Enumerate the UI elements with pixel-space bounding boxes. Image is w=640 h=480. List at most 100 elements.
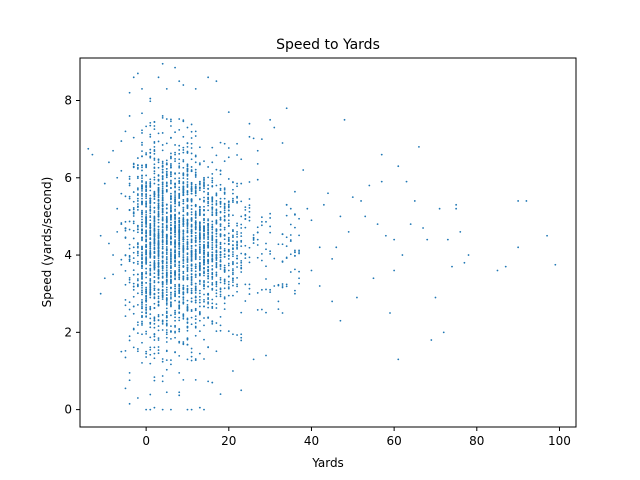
scatter-point bbox=[182, 214, 185, 217]
scatter-point bbox=[198, 269, 201, 272]
scatter-point bbox=[157, 215, 160, 217]
scatter-point bbox=[215, 192, 218, 195]
scatter-point bbox=[240, 389, 243, 392]
scatter-point bbox=[165, 246, 168, 248]
scatter-point bbox=[153, 159, 156, 161]
scatter-point bbox=[186, 343, 189, 346]
scatter-point bbox=[145, 197, 148, 200]
scatter-point bbox=[418, 145, 420, 148]
scatter-point bbox=[157, 235, 160, 238]
scatter-point bbox=[227, 287, 230, 290]
scatter-point bbox=[198, 208, 201, 211]
scatter-point bbox=[174, 233, 176, 236]
scatter-point bbox=[223, 268, 226, 271]
scatter-point bbox=[240, 311, 243, 314]
scatter-point bbox=[302, 169, 305, 171]
scatter-point bbox=[153, 224, 156, 227]
scatter-point bbox=[186, 205, 189, 208]
scatter-point bbox=[149, 222, 152, 225]
scatter-point bbox=[186, 278, 189, 281]
scatter-point bbox=[153, 176, 156, 179]
scatter-point bbox=[265, 311, 267, 314]
scatter-point bbox=[194, 194, 197, 197]
scatter-point bbox=[265, 242, 267, 245]
scatter-point bbox=[190, 142, 193, 145]
scatter-point bbox=[178, 180, 181, 183]
scatter-point bbox=[368, 184, 371, 187]
scatter-point bbox=[223, 249, 226, 252]
scatter-point bbox=[215, 295, 218, 298]
scatter-point bbox=[153, 281, 156, 284]
scatter-point bbox=[190, 182, 193, 185]
scatter-point bbox=[182, 258, 185, 261]
scatter-point bbox=[219, 253, 222, 256]
scatter-point bbox=[141, 129, 143, 132]
scatter-point bbox=[298, 251, 300, 253]
scatter-point bbox=[141, 141, 143, 144]
scatter-point bbox=[132, 346, 135, 349]
scatter-point bbox=[153, 255, 156, 258]
scatter-point bbox=[161, 265, 164, 268]
scatter-point bbox=[194, 130, 197, 133]
scatter-point bbox=[165, 331, 168, 334]
scatter-point bbox=[141, 218, 143, 221]
scatter-point bbox=[467, 254, 470, 256]
scatter-point bbox=[211, 283, 214, 286]
scatter-point bbox=[227, 203, 230, 206]
scatter-point bbox=[190, 316, 193, 319]
scatter-point bbox=[153, 406, 156, 409]
scatter-point bbox=[186, 274, 189, 277]
scatter-point bbox=[190, 250, 193, 253]
scatter-point bbox=[215, 154, 218, 157]
scatter-point bbox=[190, 278, 193, 280]
scatter-point bbox=[178, 234, 181, 237]
scatter-point bbox=[223, 160, 226, 163]
scatter-point bbox=[455, 203, 458, 206]
scatter-point bbox=[269, 217, 272, 219]
scatter-point bbox=[178, 319, 181, 322]
scatter-point bbox=[219, 251, 222, 254]
scatter-point bbox=[186, 225, 189, 228]
scatter-point bbox=[240, 271, 243, 273]
scatter-point bbox=[136, 254, 139, 257]
scatter-point bbox=[211, 258, 214, 261]
scatter-point bbox=[161, 62, 164, 65]
scatter-point bbox=[207, 253, 210, 256]
scatter-point bbox=[161, 281, 164, 284]
scatter-point bbox=[174, 131, 176, 134]
scatter-point bbox=[198, 228, 201, 231]
scatter-point bbox=[248, 219, 251, 222]
scatter-point bbox=[244, 208, 247, 211]
scatter-point bbox=[194, 257, 197, 260]
scatter-point bbox=[207, 225, 210, 228]
scatter-point bbox=[277, 283, 280, 286]
scatter-point bbox=[141, 304, 143, 306]
scatter-point bbox=[149, 274, 152, 277]
scatter-point bbox=[116, 230, 119, 233]
scatter-point bbox=[215, 263, 218, 266]
scatter-point bbox=[145, 263, 148, 265]
scatter-point bbox=[215, 254, 218, 256]
scatter-point bbox=[120, 140, 123, 142]
scatter-point bbox=[178, 307, 181, 310]
scatter-point bbox=[153, 276, 156, 278]
scatter-point bbox=[153, 128, 156, 131]
scatter-point bbox=[277, 300, 280, 303]
scatter-point bbox=[145, 259, 148, 261]
scatter-point bbox=[157, 352, 160, 355]
scatter-point bbox=[170, 201, 172, 204]
scatter-point bbox=[161, 203, 164, 206]
scatter-point bbox=[174, 222, 176, 225]
scatter-point bbox=[165, 142, 168, 145]
scatter-point bbox=[141, 320, 143, 323]
scatter-point bbox=[178, 201, 181, 204]
scatter-point bbox=[170, 166, 172, 169]
scatter-point bbox=[153, 239, 156, 242]
scatter-point bbox=[136, 250, 139, 253]
scatter-point bbox=[203, 287, 205, 290]
scatter-point bbox=[215, 208, 218, 211]
scatter-point bbox=[120, 169, 123, 172]
scatter-point bbox=[124, 315, 127, 318]
scatter-point bbox=[203, 324, 205, 327]
scatter-point bbox=[215, 322, 218, 324]
